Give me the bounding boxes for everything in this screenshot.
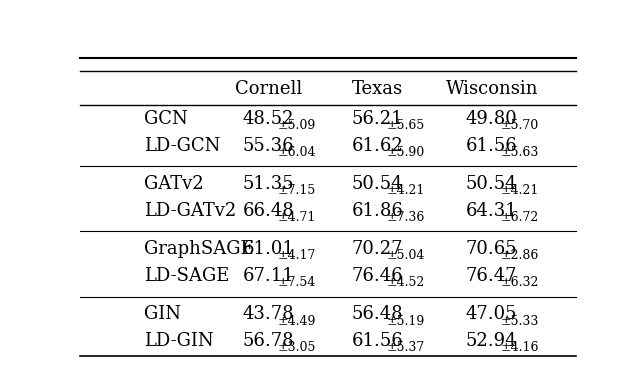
Text: 43.78: 43.78: [243, 305, 294, 323]
Text: ±4.52: ±4.52: [387, 276, 425, 289]
Text: ±7.15: ±7.15: [278, 184, 316, 197]
Text: ±4.21: ±4.21: [387, 184, 425, 197]
Text: ±5.37: ±5.37: [387, 341, 425, 354]
Text: ±5.90: ±5.90: [387, 146, 425, 159]
Text: ±4.71: ±4.71: [278, 211, 316, 224]
Text: GATv2: GATv2: [145, 175, 204, 193]
Text: ±4.49: ±4.49: [278, 315, 316, 328]
Text: ±4.21: ±4.21: [500, 184, 539, 197]
Text: ±5.70: ±5.70: [500, 119, 539, 132]
Text: LD-GCN: LD-GCN: [145, 137, 221, 154]
Text: 61.86: 61.86: [351, 202, 404, 220]
Text: 70.65: 70.65: [466, 240, 518, 258]
Text: 51.35: 51.35: [243, 175, 294, 193]
Text: LD-SAGE: LD-SAGE: [145, 267, 230, 285]
Text: ±5.33: ±5.33: [500, 315, 539, 328]
Text: 56.21: 56.21: [352, 110, 403, 128]
Text: 76.46: 76.46: [352, 267, 403, 285]
Text: ±6.72: ±6.72: [500, 211, 539, 224]
Text: GraphSAGE: GraphSAGE: [145, 240, 254, 258]
Text: ±6.32: ±6.32: [500, 276, 539, 289]
Text: 64.31: 64.31: [466, 202, 518, 220]
Text: 52.94: 52.94: [466, 332, 517, 350]
Text: 61.01: 61.01: [243, 240, 294, 258]
Text: 61.62: 61.62: [352, 137, 403, 154]
Text: ±5.65: ±5.65: [387, 119, 425, 132]
Text: ±5.09: ±5.09: [278, 119, 316, 132]
Text: 50.54: 50.54: [466, 175, 517, 193]
Text: 70.27: 70.27: [352, 240, 403, 258]
Text: GCN: GCN: [145, 110, 188, 128]
Text: LD-GIN: LD-GIN: [145, 332, 214, 350]
Text: Wisconsin: Wisconsin: [445, 80, 538, 98]
Text: 56.48: 56.48: [352, 305, 403, 323]
Text: 48.52: 48.52: [243, 110, 294, 128]
Text: LD-GATv2: LD-GATv2: [145, 202, 237, 220]
Text: ±4.16: ±4.16: [500, 341, 540, 354]
Text: 49.80: 49.80: [466, 110, 518, 128]
Text: ±5.63: ±5.63: [500, 146, 539, 159]
Text: Texas: Texas: [352, 80, 403, 98]
Text: ±6.04: ±6.04: [278, 146, 316, 159]
Text: 61.56: 61.56: [466, 137, 518, 154]
Text: GIN: GIN: [145, 305, 182, 323]
Text: ±4.17: ±4.17: [278, 249, 316, 262]
Text: 50.54: 50.54: [352, 175, 403, 193]
Text: ±5.19: ±5.19: [387, 315, 425, 328]
Text: ±2.86: ±2.86: [500, 249, 539, 262]
Text: ±7.54: ±7.54: [278, 276, 316, 289]
Text: Cornell: Cornell: [235, 80, 302, 98]
Text: 55.36: 55.36: [243, 137, 294, 154]
Text: 61.56: 61.56: [352, 332, 403, 350]
Text: ±3.05: ±3.05: [278, 341, 316, 354]
Text: ±7.36: ±7.36: [387, 211, 425, 224]
Text: 67.11: 67.11: [243, 267, 294, 285]
Text: 56.78: 56.78: [243, 332, 294, 350]
Text: 47.05: 47.05: [466, 305, 517, 323]
Text: ±5.04: ±5.04: [387, 249, 425, 262]
Text: 66.48: 66.48: [243, 202, 294, 220]
Text: 76.47: 76.47: [466, 267, 517, 285]
